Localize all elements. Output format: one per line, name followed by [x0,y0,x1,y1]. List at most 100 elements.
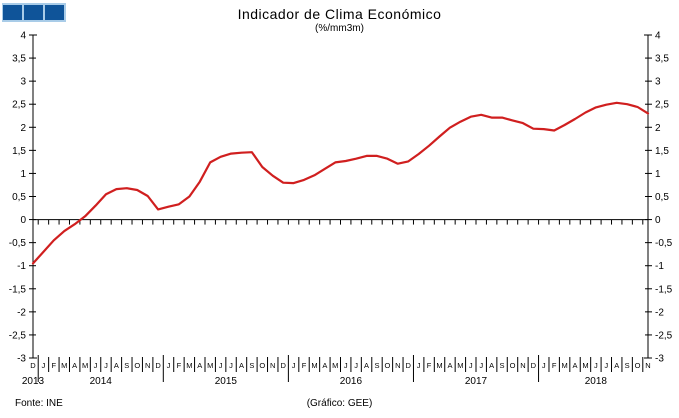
svg-text:-2,5: -2,5 [655,330,673,341]
svg-text:D: D [531,361,537,370]
svg-text:3,5: 3,5 [12,54,26,65]
svg-text:J: J [417,361,421,370]
svg-text:2013: 2013 [22,376,45,387]
svg-text:D: D [30,361,36,370]
svg-text:4: 4 [655,31,661,42]
svg-text:0,5: 0,5 [12,192,26,203]
title-block: Indicador de Clima Económico (%/mm3m) [0,6,679,34]
svg-text:S: S [124,361,129,370]
logo [2,3,66,22]
svg-text:M: M [561,361,567,370]
svg-text:J: J [292,361,296,370]
y-ticks: 4 4 3,5 3,5 3 3 2,5 2,5 2 2 1,5 1,5 1 1 0,5 0,5 0 0 -0,5 -0… [9,31,673,365]
x-axis-years: 2013 2014 2015 2016 2017 2018 [22,376,608,387]
svg-text:2016: 2016 [340,376,363,387]
svg-text:N: N [270,361,275,370]
svg-text:A: A [614,361,619,370]
svg-text:S: S [374,361,379,370]
svg-text:N: N [645,361,650,370]
svg-text:M: M [207,361,213,370]
logo-square [24,5,43,20]
svg-text:-1,5: -1,5 [9,284,27,295]
svg-text:-2: -2 [655,307,664,318]
svg-text:2,5: 2,5 [655,100,669,111]
svg-text:J: J [604,361,608,370]
svg-text:-2,5: -2,5 [9,330,27,341]
svg-text:M: M [61,361,67,370]
svg-text:D: D [155,361,161,370]
svg-text:A: A [322,361,327,370]
svg-text:-0,5: -0,5 [9,238,27,249]
svg-text:J: J [479,361,483,370]
svg-text:-1,5: -1,5 [655,284,673,295]
svg-text:J: J [594,361,598,370]
series-line [31,101,650,265]
svg-text:M: M [311,361,317,370]
svg-text:3: 3 [20,77,26,88]
svg-text:J: J [42,361,46,370]
svg-text:F: F [52,361,57,370]
svg-text:2017: 2017 [465,376,488,387]
svg-text:0: 0 [20,215,26,226]
svg-text:A: A [489,361,494,370]
svg-text:A: A [72,361,77,370]
credit-label: (Gráfico: GEE) [306,398,373,409]
svg-text:A: A [114,361,119,370]
svg-text:M: M [186,361,192,370]
svg-text:N: N [395,361,400,370]
svg-text:S: S [249,361,254,370]
svg-text:J: J [469,361,473,370]
svg-text:1,5: 1,5 [655,146,669,157]
svg-text:A: A [197,361,202,370]
svg-text:J: J [354,361,358,370]
svg-text:N: N [145,361,150,370]
svg-text:1,5: 1,5 [12,146,26,157]
svg-text:-3: -3 [17,354,26,365]
svg-text:O: O [635,361,641,370]
svg-text:2018: 2018 [585,376,608,387]
svg-text:0,5: 0,5 [655,192,669,203]
svg-text:1: 1 [20,169,26,180]
svg-text:N: N [520,361,525,370]
svg-text:2,5: 2,5 [12,100,26,111]
svg-text:4: 4 [20,31,26,42]
svg-text:A: A [573,361,578,370]
svg-text:2: 2 [20,123,26,134]
svg-text:J: J [94,361,98,370]
svg-text:J: J [219,361,223,370]
chart-subtitle: (%/mm3m) [315,23,364,34]
svg-text:-2: -2 [17,307,26,318]
svg-text:F: F [177,361,182,370]
svg-text:A: A [447,361,452,370]
svg-text:M: M [436,361,442,370]
svg-text:A: A [364,361,369,370]
svg-text:-3: -3 [655,354,664,365]
svg-text:-0,5: -0,5 [655,238,673,249]
svg-text:3,5: 3,5 [655,54,669,65]
svg-text:S: S [625,361,630,370]
svg-text:J: J [167,361,171,370]
svg-text:2: 2 [655,123,661,134]
svg-text:O: O [510,361,516,370]
svg-text:J: J [542,361,546,370]
y-axes [29,34,652,359]
svg-text:A: A [239,361,244,370]
svg-text:D: D [406,361,412,370]
svg-text:M: M [457,361,463,370]
svg-text:F: F [427,361,432,370]
svg-text:J: J [229,361,233,370]
svg-text:0: 0 [655,215,661,226]
svg-text:3: 3 [655,77,661,88]
svg-text:J: J [344,361,348,370]
svg-text:O: O [259,361,265,370]
svg-text:-1: -1 [655,261,664,272]
logo-square [45,5,64,20]
svg-text:2014: 2014 [90,376,113,387]
svg-text:2015: 2015 [215,376,238,387]
svg-text:F: F [552,361,557,370]
logo-square [3,5,22,20]
svg-text:D: D [280,361,286,370]
